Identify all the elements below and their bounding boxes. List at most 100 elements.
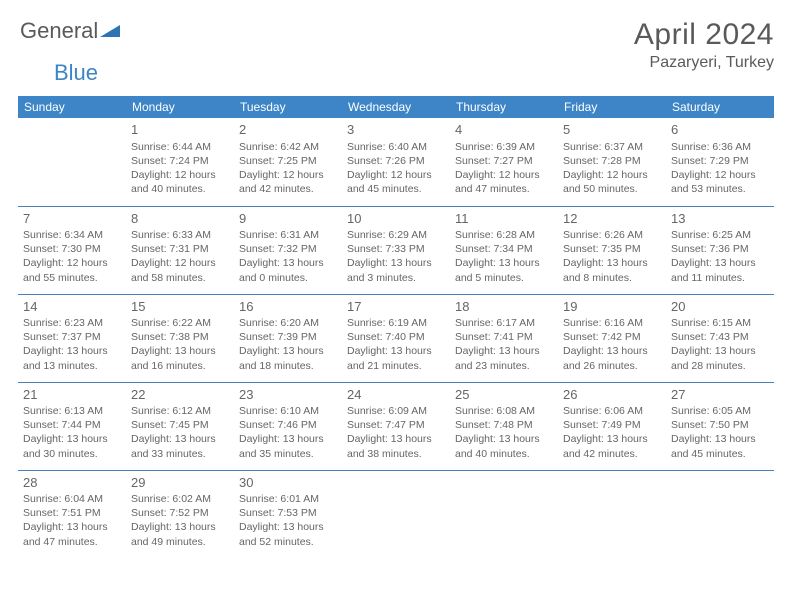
day-number: 12: [563, 210, 661, 228]
sunrise-line: Sunrise: 6:15 AM: [671, 316, 769, 330]
sunset-line: Sunset: 7:45 PM: [131, 418, 229, 432]
sunrise-line: Sunrise: 6:36 AM: [671, 140, 769, 154]
day-number: 2: [239, 121, 337, 139]
calendar-week-row: 28Sunrise: 6:04 AMSunset: 7:51 PMDayligh…: [18, 470, 774, 558]
calendar-day-cell: 5Sunrise: 6:37 AMSunset: 7:28 PMDaylight…: [558, 118, 666, 206]
calendar-day-cell: 29Sunrise: 6:02 AMSunset: 7:52 PMDayligh…: [126, 470, 234, 558]
day-number: 18: [455, 298, 553, 316]
weekday-header-row: SundayMondayTuesdayWednesdayThursdayFrid…: [18, 96, 774, 118]
sunrise-line: Sunrise: 6:37 AM: [563, 140, 661, 154]
sunrise-line: Sunrise: 6:10 AM: [239, 404, 337, 418]
sunset-line: Sunset: 7:36 PM: [671, 242, 769, 256]
sunrise-line: Sunrise: 6:28 AM: [455, 228, 553, 242]
day-number: 14: [23, 298, 121, 316]
sunset-line: Sunset: 7:26 PM: [347, 154, 445, 168]
day-number: 4: [455, 121, 553, 139]
calendar-day-cell: 22Sunrise: 6:12 AMSunset: 7:45 PMDayligh…: [126, 382, 234, 470]
calendar-day-cell: 18Sunrise: 6:17 AMSunset: 7:41 PMDayligh…: [450, 294, 558, 382]
sunset-line: Sunset: 7:48 PM: [455, 418, 553, 432]
sunset-line: Sunset: 7:41 PM: [455, 330, 553, 344]
sunset-line: Sunset: 7:34 PM: [455, 242, 553, 256]
sunset-line: Sunset: 7:43 PM: [671, 330, 769, 344]
sunset-line: Sunset: 7:24 PM: [131, 154, 229, 168]
daylight-line: Daylight: 13 hours and 33 minutes.: [131, 432, 229, 460]
weekday-header: Wednesday: [342, 96, 450, 118]
calendar-day-cell: 17Sunrise: 6:19 AMSunset: 7:40 PMDayligh…: [342, 294, 450, 382]
sunrise-line: Sunrise: 6:06 AM: [563, 404, 661, 418]
weekday-header: Sunday: [18, 96, 126, 118]
calendar-day-cell: 15Sunrise: 6:22 AMSunset: 7:38 PMDayligh…: [126, 294, 234, 382]
sunset-line: Sunset: 7:30 PM: [23, 242, 121, 256]
page-title: April 2024: [634, 18, 774, 52]
daylight-line: Daylight: 13 hours and 28 minutes.: [671, 344, 769, 372]
calendar-day-cell: 25Sunrise: 6:08 AMSunset: 7:48 PMDayligh…: [450, 382, 558, 470]
daylight-line: Daylight: 12 hours and 42 minutes.: [239, 168, 337, 196]
daylight-line: Daylight: 13 hours and 35 minutes.: [239, 432, 337, 460]
day-number: 9: [239, 210, 337, 228]
sunrise-line: Sunrise: 6:23 AM: [23, 316, 121, 330]
calendar-table: SundayMondayTuesdayWednesdayThursdayFrid…: [18, 96, 774, 558]
calendar-day-cell: 6Sunrise: 6:36 AMSunset: 7:29 PMDaylight…: [666, 118, 774, 206]
daylight-line: Daylight: 13 hours and 16 minutes.: [131, 344, 229, 372]
daylight-line: Daylight: 13 hours and 26 minutes.: [563, 344, 661, 372]
calendar-day-cell: [558, 470, 666, 558]
day-number: 23: [239, 386, 337, 404]
day-number: 25: [455, 386, 553, 404]
day-number: 20: [671, 298, 769, 316]
sunset-line: Sunset: 7:37 PM: [23, 330, 121, 344]
sunrise-line: Sunrise: 6:01 AM: [239, 492, 337, 506]
calendar-day-cell: 9Sunrise: 6:31 AMSunset: 7:32 PMDaylight…: [234, 206, 342, 294]
calendar-week-row: 1Sunrise: 6:44 AMSunset: 7:24 PM Daylight…: [18, 118, 774, 206]
day-number: 16: [239, 298, 337, 316]
daylight-line: Daylight: 13 hours and 11 minutes.: [671, 256, 769, 284]
weekday-header: Saturday: [666, 96, 774, 118]
calendar-day-cell: [18, 118, 126, 206]
calendar-day-cell: [450, 470, 558, 558]
day-number: 10: [347, 210, 445, 228]
calendar-day-cell: 27Sunrise: 6:05 AMSunset: 7:50 PMDayligh…: [666, 382, 774, 470]
daylight-line: Daylight: 12 hours and 47 minutes.: [455, 168, 553, 196]
sunrise-line: Sunrise: 6:12 AM: [131, 404, 229, 418]
daylight-line: Daylight: 13 hours and 47 minutes.: [23, 520, 121, 548]
calendar-week-row: 14Sunrise: 6:23 AMSunset: 7:37 PM Dayligh…: [18, 294, 774, 382]
day-number: 3: [347, 121, 445, 139]
sunrise-line: Sunrise: 6:02 AM: [131, 492, 229, 506]
calendar-week-row: 21Sunrise: 6:13 AMSunset: 7:44 PM Dayligh…: [18, 382, 774, 470]
sunset-line: Sunset: 7:46 PM: [239, 418, 337, 432]
sunrise-line: Sunrise: 6:39 AM: [455, 140, 553, 154]
calendar-day-cell: 16Sunrise: 6:20 AMSunset: 7:39 PMDayligh…: [234, 294, 342, 382]
day-number: 27: [671, 386, 769, 404]
calendar-day-cell: 20Sunrise: 6:15 AMSunset: 7:43 PMDayligh…: [666, 294, 774, 382]
location-label: Pazaryeri, Turkey: [634, 54, 774, 72]
day-number: 7: [23, 210, 121, 228]
daylight-line: Daylight: 13 hours and 42 minutes.: [563, 432, 661, 460]
daylight-line: Daylight: 13 hours and 45 minutes.: [671, 432, 769, 460]
weekday-header: Monday: [126, 96, 234, 118]
calendar-day-cell: 12Sunrise: 6:26 AMSunset: 7:35 PMDayligh…: [558, 206, 666, 294]
day-number: 22: [131, 386, 229, 404]
sunrise-line: Sunrise: 6:31 AM: [239, 228, 337, 242]
sunrise-line: Sunrise: 6:19 AM: [347, 316, 445, 330]
calendar-day-cell: 30Sunrise: 6:01 AMSunset: 7:53 PMDayligh…: [234, 470, 342, 558]
sunset-line: Sunset: 7:44 PM: [23, 418, 121, 432]
logo: General: [18, 18, 120, 44]
sunset-line: Sunset: 7:35 PM: [563, 242, 661, 256]
sunrise-line: Sunrise: 6:09 AM: [347, 404, 445, 418]
day-number: 21: [23, 386, 121, 404]
day-number: 13: [671, 210, 769, 228]
daylight-line: Daylight: 13 hours and 5 minutes.: [455, 256, 553, 284]
sunrise-line: Sunrise: 6:44 AM: [131, 140, 229, 154]
daylight-line: Daylight: 12 hours and 45 minutes.: [347, 168, 445, 196]
day-number: 1: [131, 121, 229, 139]
daylight-line: Daylight: 13 hours and 40 minutes.: [455, 432, 553, 460]
calendar-day-cell: 23Sunrise: 6:10 AMSunset: 7:46 PMDayligh…: [234, 382, 342, 470]
sunset-line: Sunset: 7:29 PM: [671, 154, 769, 168]
sunrise-line: Sunrise: 6:26 AM: [563, 228, 661, 242]
day-number: 30: [239, 474, 337, 492]
sunrise-line: Sunrise: 6:33 AM: [131, 228, 229, 242]
sunrise-line: Sunrise: 6:13 AM: [23, 404, 121, 418]
day-number: 29: [131, 474, 229, 492]
calendar-day-cell: 4Sunrise: 6:39 AMSunset: 7:27 PMDaylight…: [450, 118, 558, 206]
title-block: April 2024 Pazaryeri, Turkey: [634, 18, 774, 72]
logo-text-general: General: [20, 18, 98, 44]
